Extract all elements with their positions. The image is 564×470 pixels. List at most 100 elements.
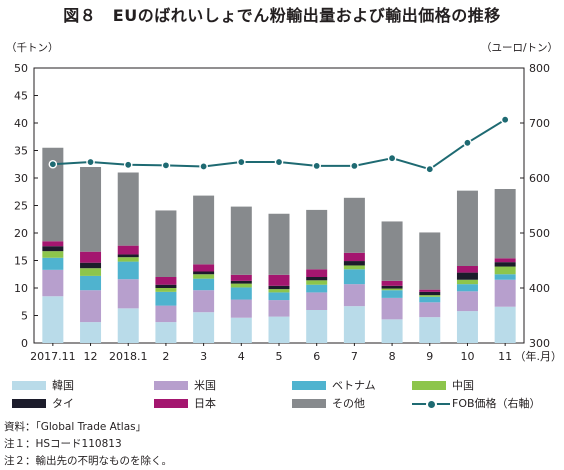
- bar-segment-日本: [306, 269, 328, 277]
- x-tick-label: 8: [389, 350, 396, 363]
- legend-swatch-usa: [154, 381, 188, 390]
- bar-segment-米国: [117, 279, 139, 309]
- legend-swatch-vietnam: [292, 381, 326, 390]
- bar-segment-中国: [381, 288, 403, 291]
- bar-segment-タイ: [494, 262, 516, 267]
- bar-segment-韓国: [381, 319, 403, 343]
- y-right-unit-label: （ユーロ/トン）: [480, 42, 558, 54]
- x-tick-label: 5: [276, 350, 283, 363]
- legend-swatch-thailand: [12, 399, 46, 408]
- bar-segment-ベトナム: [306, 284, 328, 293]
- x-tick-label: 11: [498, 350, 512, 363]
- bar-segment-韓国: [494, 306, 516, 343]
- bar-segment-その他: [381, 221, 403, 281]
- bar-segment-タイ: [42, 246, 64, 252]
- bar-segment-中国: [80, 268, 102, 276]
- y-left-tick-label: 30: [14, 172, 28, 185]
- footnotes: 資料：「Global Trade Atlas」 注１：HSコード110813 注…: [4, 419, 172, 470]
- bar-segment-ベトナム: [155, 291, 177, 306]
- fob-price-point: [463, 138, 472, 148]
- bar-segment-その他: [306, 209, 328, 270]
- fob-price-point: [123, 160, 133, 170]
- bar-segment-米国: [193, 290, 215, 313]
- bar-segment-その他: [230, 206, 252, 275]
- bar-segment-タイ: [456, 272, 478, 280]
- bar-segment-ベトナム: [268, 292, 290, 301]
- bar-segment-韓国: [117, 308, 139, 343]
- chart-title: 図８ EUのばれいしょでん粉輸出量および輸出価格の推移: [63, 6, 501, 25]
- fob-price-point: [425, 164, 435, 174]
- bar-segment-その他: [155, 210, 177, 277]
- fob-price-point: [500, 115, 510, 124]
- bar-segment-韓国: [193, 312, 215, 343]
- bar-segment-日本: [230, 274, 252, 281]
- footnote-source: 資料：「Global Trade Atlas」: [4, 421, 147, 433]
- bar-segment-ベトナム: [494, 274, 516, 280]
- y-left-tick-label: 20: [14, 227, 28, 240]
- fob-price-point: [312, 161, 321, 171]
- bar-segment-タイ: [193, 271, 215, 275]
- bar-segment-中国: [306, 280, 328, 285]
- bar-segment-その他: [193, 195, 215, 265]
- bar-segment-韓国: [456, 311, 478, 343]
- bar-segment-中国: [494, 266, 516, 275]
- legend-marker-fob: [426, 399, 437, 410]
- legend-label-japan: 日本: [194, 397, 216, 410]
- bar-segment-その他: [42, 147, 64, 242]
- bar-segment-ベトナム: [42, 257, 64, 270]
- bar-segment-韓国: [80, 322, 102, 343]
- fob-price-point: [86, 157, 95, 167]
- bar-segment-日本: [419, 289, 441, 292]
- bar-segment-タイ: [343, 261, 365, 266]
- bar-segment-米国: [494, 279, 516, 307]
- y-left-tick-label: 15: [14, 255, 28, 268]
- bar-segment-韓国: [306, 310, 328, 343]
- bar-segment-その他: [80, 167, 102, 252]
- fob-price-point: [274, 157, 284, 167]
- x-tick-label: 3: [200, 350, 207, 363]
- bar-segment-タイ: [381, 285, 403, 289]
- bar-segment-ベトナム: [117, 261, 139, 280]
- bar-segment-その他: [268, 213, 290, 275]
- bar-segment-韓国: [343, 306, 365, 343]
- y-right-tick-label: 600: [529, 172, 550, 185]
- bar-segment-米国: [155, 305, 177, 323]
- legend-label-korea: 韓国: [52, 379, 74, 392]
- bar-segment-日本: [117, 245, 139, 255]
- y-left-unit-label: （千トン）: [6, 42, 59, 54]
- bar-segment-中国: [155, 288, 177, 292]
- bar-segment-中国: [230, 283, 252, 288]
- y-right-tick-label: 500: [529, 227, 550, 240]
- y-left-tick-label: 0: [21, 337, 28, 350]
- bar-segment-その他: [456, 190, 478, 266]
- x-tick-label: 12: [84, 350, 98, 363]
- bar-segment-その他: [419, 232, 441, 290]
- bar-segment-タイ: [117, 254, 139, 258]
- y-left-tick-label: 45: [14, 90, 28, 103]
- bar-segment-ベトナム: [193, 278, 215, 291]
- legend-swatch-china: [412, 381, 446, 390]
- bar-segment-韓国: [268, 316, 290, 343]
- x-tick-label: 2: [162, 350, 169, 363]
- bar-segment-中国: [268, 289, 290, 293]
- bar-segment-韓国: [42, 296, 64, 343]
- bar-segment-日本: [80, 251, 102, 263]
- legend-label-china: 中国: [452, 379, 474, 392]
- fob-price-point: [161, 161, 171, 170]
- bar-segment-ベトナム: [381, 290, 403, 298]
- fob-price-point: [350, 161, 359, 171]
- y-right-tick-label: 400: [529, 282, 550, 295]
- bar-segment-韓国: [419, 317, 441, 343]
- bar-segment-ベトナム: [230, 287, 252, 300]
- bar-segment-タイ: [419, 291, 441, 296]
- legend-swatch-other: [292, 399, 326, 408]
- legend-swatch-korea: [12, 381, 46, 390]
- bar-segment-米国: [80, 290, 102, 323]
- bar-segment-日本: [155, 277, 177, 285]
- y-right-tick-label: 300: [529, 337, 550, 350]
- fob-price-point: [387, 153, 397, 163]
- bar-segment-米国: [230, 299, 252, 318]
- y-right-tick-label: 800: [529, 62, 550, 75]
- bar-segment-日本: [268, 274, 290, 286]
- y-left-tick-label: 25: [14, 200, 28, 213]
